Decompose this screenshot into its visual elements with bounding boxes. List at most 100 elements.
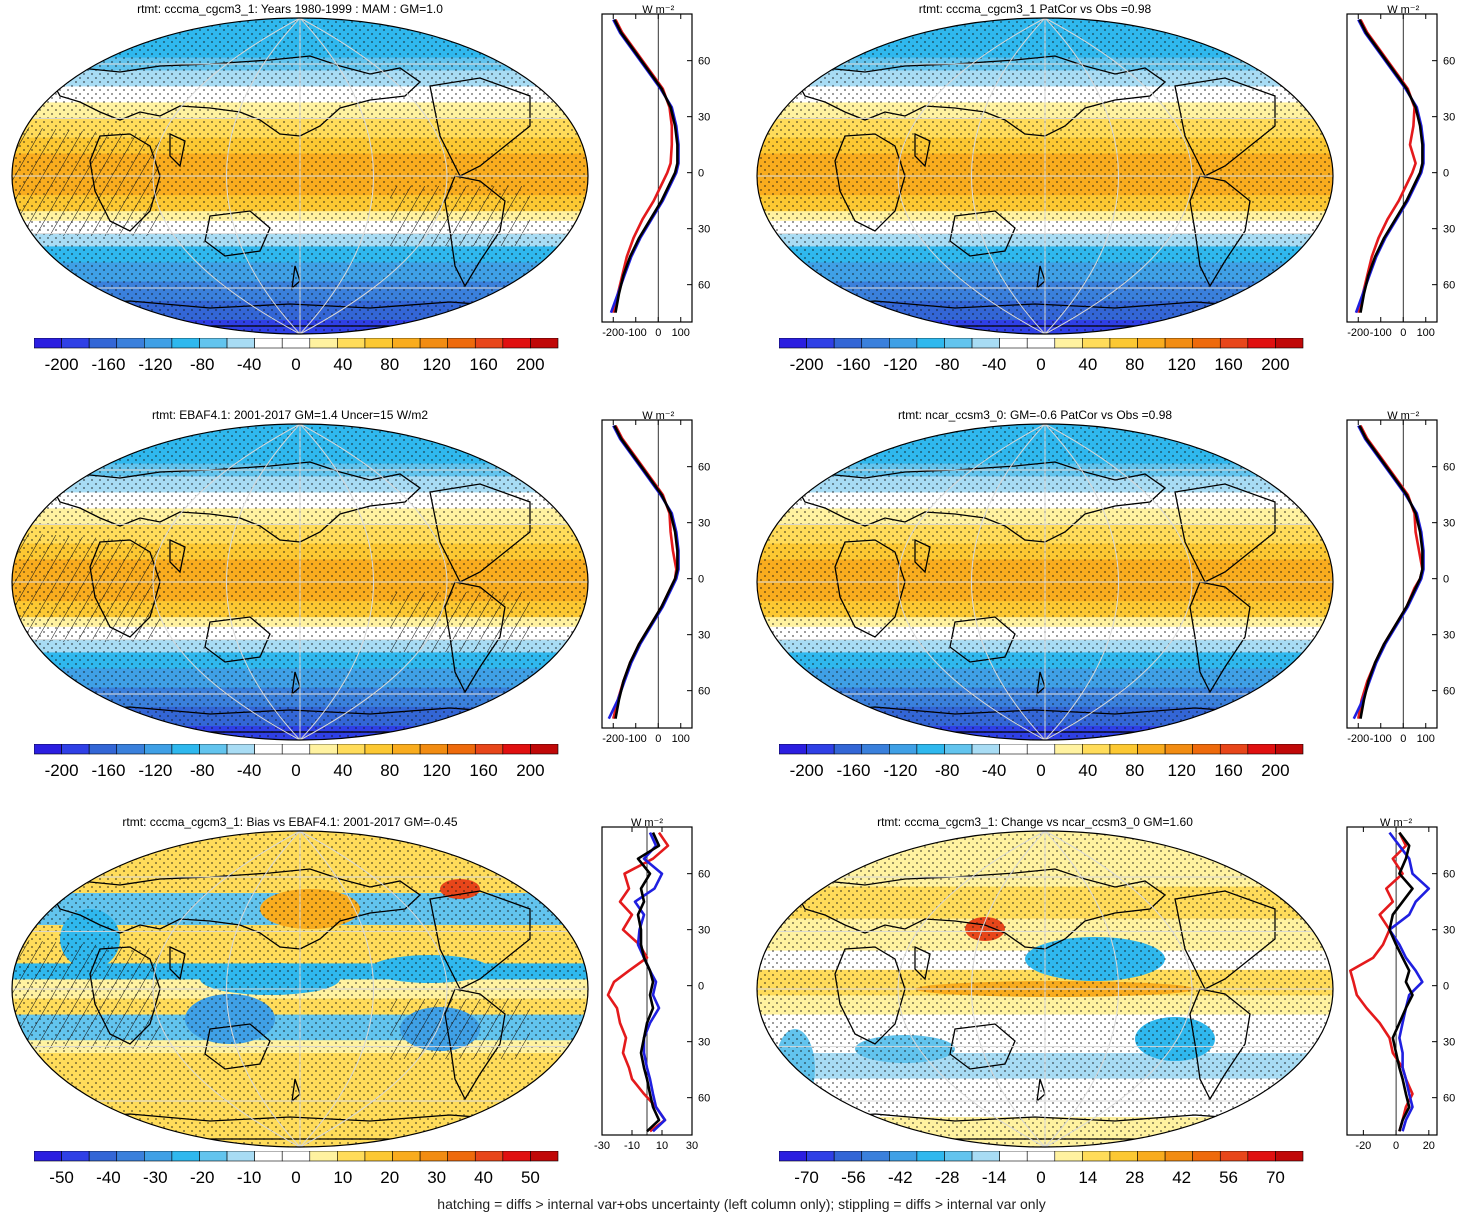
- colorbar-swatch: [1247, 744, 1276, 755]
- profile-units: W m⁻²: [631, 817, 663, 829]
- colorbar-swatch: [889, 338, 918, 349]
- colorbar-tick-label: -42: [888, 1168, 913, 1187]
- hatching: [12, 126, 160, 236]
- profile-series-black: [613, 19, 679, 313]
- colorbar-swatch: [944, 1151, 973, 1162]
- panel-4-profile: W m⁻² -200-100 0 100 60N 30N 0 30S 60S: [1346, 410, 1455, 745]
- colorbar-tick-label: 80: [380, 355, 399, 374]
- panel-1-profile: W m⁻² -200-100 0 100 60N 30N 0 30S 60S: [601, 4, 710, 339]
- meridian-line: [299, 831, 374, 1147]
- panel-6-map: [756, 830, 1334, 1148]
- colorbar-swatch: [502, 1151, 531, 1162]
- panel-3-title: rtmt: EBAF4.1: 2001-2017 GM=1.4 Uncer=15…: [151, 408, 429, 422]
- colorbar-swatch: [199, 744, 228, 755]
- panel-2-title: rtmt: cccma_cgcm3_1 PatCor vs Obs =0.98: [918, 2, 1152, 16]
- colorbar-tick-label: 0: [291, 1168, 300, 1187]
- colorbar-swatch: [392, 1151, 421, 1162]
- profile-series-red: [1357, 425, 1424, 719]
- profile-x-tick-label: -100: [1370, 733, 1392, 745]
- colorbar-swatch: [281, 744, 311, 755]
- profile-y-tick-label: 0: [1443, 168, 1449, 180]
- colorbar-swatch: [419, 1151, 448, 1162]
- meridian-line: [226, 831, 301, 1147]
- graticule: [757, 18, 1333, 334]
- profile-units: W m⁻²: [642, 4, 674, 16]
- colorbar-tick-label: 160: [1214, 761, 1242, 780]
- colorbar-swatch: [447, 744, 476, 755]
- colorbar-tick-label: -200: [45, 761, 79, 780]
- panel-5-profile: W m⁻² -30 -10 10 30 60N 30N 0 30S 60S: [594, 817, 710, 1152]
- panel-1-map: [11, 17, 589, 335]
- profile-y-tick-label: 60N: [698, 462, 710, 474]
- colorbar-tick-label: -56: [841, 1168, 866, 1187]
- profile-frame: [1346, 419, 1438, 729]
- meridian-line: [299, 18, 374, 334]
- profile-y-tick-label: 30N: [1443, 925, 1455, 937]
- colorbar-swatch: [502, 338, 531, 349]
- colorbar-swatch: [1109, 1151, 1138, 1162]
- colorbar-tick-label: 14: [1078, 1168, 1097, 1187]
- colorbar-swatch: [364, 338, 393, 349]
- panel-4-title: rtmt: ncar_ccsm3_0: GM=-0.6 PatCor vs Ob…: [897, 408, 1173, 422]
- colorbar-tick-label: 40: [474, 1168, 493, 1187]
- panel-4: rtmt: ncar_ccsm3_0: GM=-0.6 PatCor vs Ob…: [755, 408, 1475, 796]
- colorbar-swatch: [1054, 744, 1083, 755]
- profile-y-tick-label: 30S: [698, 630, 710, 642]
- profile-y-tick-label: 60S: [1443, 1093, 1455, 1105]
- colorbar-tick-label: -120: [883, 355, 917, 374]
- profile-series-blue: [633, 832, 667, 1133]
- colorbar-swatch: [116, 338, 145, 349]
- colorbar-swatch: [1275, 1151, 1304, 1162]
- colorbar-tick-label: 80: [1125, 761, 1144, 780]
- graticule: [12, 424, 588, 740]
- colorbar-swatch: [999, 744, 1028, 755]
- profile-x-tick-label: -30: [594, 1140, 610, 1152]
- panel-2-colorbar: -200 -160 -120 -80 -40 0 40 80 120 160 200: [779, 338, 1304, 374]
- colorbar-tick-label: -40: [982, 761, 1007, 780]
- panel-5-colorbar: -50 -40 -30 -20 -10 0 10 20 30 40 50: [34, 1151, 559, 1187]
- colorbar-swatch: [281, 1151, 311, 1162]
- profile-y-tick-label: 30N: [698, 112, 710, 124]
- profile-series-black: [1388, 831, 1414, 1132]
- profile-x-tick-label: 30: [686, 1140, 698, 1152]
- colorbar-swatch: [364, 744, 393, 755]
- colorbar-tick-label: -120: [138, 355, 172, 374]
- profile-y-tick-label: 60N: [698, 56, 710, 68]
- colorbar-swatch: [1164, 1151, 1193, 1162]
- profile-units: W m⁻²: [1387, 4, 1419, 16]
- colorbar-tick-label: -160: [91, 761, 125, 780]
- map-field: [757, 18, 1333, 334]
- colorbar-tick-label: 20: [380, 1168, 399, 1187]
- meridian-line: [152, 424, 301, 740]
- meridian-line: [226, 18, 301, 334]
- colorbar-tick-label: -10: [237, 1168, 262, 1187]
- colorbar-swatch: [392, 744, 421, 755]
- meridian-line: [971, 18, 1046, 334]
- colorbar-tick-label: 28: [1125, 1168, 1144, 1187]
- profile-x-tick-label: 20: [1423, 1140, 1435, 1152]
- profile-units: W m⁻²: [1387, 410, 1419, 422]
- colorbar-swatch: [971, 1151, 1000, 1162]
- colorbar-tick-label: -200: [45, 355, 79, 374]
- colorbar-tick-label: 56: [1219, 1168, 1238, 1187]
- profile-y-tick-label: 30S: [698, 1037, 710, 1049]
- colorbar-tick-label: 160: [1214, 355, 1242, 374]
- map-field: [12, 831, 588, 1147]
- colorbar-tick-label: -160: [836, 355, 870, 374]
- colorbar-swatch: [1109, 338, 1138, 349]
- profile-x-tick-label: -200: [1347, 327, 1369, 339]
- colorbar-swatch: [1275, 338, 1304, 349]
- colorbar-tick-label: -80: [190, 761, 215, 780]
- colorbar-swatch: [419, 744, 448, 755]
- profile-x-tick-label: 0: [1393, 1140, 1399, 1152]
- colorbar-swatch: [1192, 744, 1221, 755]
- colorbar-swatch: [779, 1151, 807, 1162]
- colorbar-tick-label: 200: [516, 355, 544, 374]
- colorbar-tick-label: 0: [291, 355, 300, 374]
- meridian-line: [1044, 424, 1119, 740]
- colorbar-swatch: [88, 1151, 118, 1162]
- colorbar-swatch: [1247, 1151, 1276, 1162]
- hatching: [12, 532, 160, 642]
- colorbar-tick-label: 200: [1261, 761, 1289, 780]
- meridian-line: [971, 831, 1046, 1147]
